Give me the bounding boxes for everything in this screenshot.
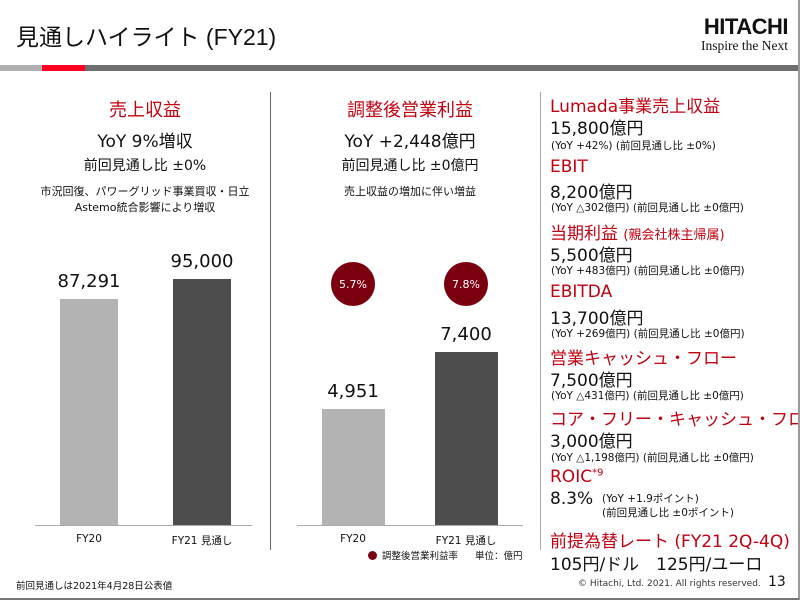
kpi-note: (YoY +483億円) (前回見通し比 ±0億円) <box>551 265 745 277</box>
kpi-value: 8,200億円 <box>550 183 633 203</box>
kpi-label: 当期利益 (親会社株主帰属) <box>550 219 725 244</box>
kpi-label: EBITDA <box>550 282 613 302</box>
revenue-vs-prev: 前回見通し比 ±0% <box>83 158 207 174</box>
footnote-marker: *9 <box>592 467 604 479</box>
kpi-value: 13,700億円 <box>550 309 644 329</box>
bar <box>321 409 385 525</box>
bar-value-label: 95,000 <box>170 251 234 272</box>
header-rule-left <box>0 65 42 71</box>
chart-baseline <box>35 525 252 526</box>
kpi-note: (YoY △431億円) (前回見通し比 ±0億円) <box>551 390 744 402</box>
margin-bubble: 5.7% <box>331 262 375 306</box>
revenue-note: 市況回復、パワーグリッド事業買収・日立 <box>40 185 250 198</box>
kpi-value: 5,500億円 <box>550 246 633 266</box>
adj-op-note: 売上収益の増加に伴い増益 <box>344 185 476 198</box>
revenue-yoy: YoY 9%増収 <box>97 132 193 152</box>
unit-label: 単位：億円 <box>475 551 523 562</box>
bar <box>434 352 498 525</box>
legend-dot-icon <box>368 550 377 560</box>
bar <box>60 298 118 525</box>
kpi-value: 3,000億円 <box>550 432 633 452</box>
adj-op-vs-prev: 前回見通し比 ±0億円 <box>341 158 479 174</box>
hitachi-logo: HITACHI <box>703 14 789 39</box>
revenue-note: Astemo統合影響により増収 <box>74 201 216 214</box>
margin-bubble: 7.8% <box>444 262 488 306</box>
kpi-note: (YoY △302億円) (前回見通し比 ±0億円) <box>551 202 744 214</box>
page-title: 見通しハイライト (FY21) <box>16 24 277 50</box>
bar-value-label: 7,400 <box>440 324 492 345</box>
category-label: FY20 <box>340 533 366 545</box>
divider <box>270 92 271 550</box>
kpi-label-main: 当期利益 <box>550 224 618 244</box>
category-label: FY21 見通し <box>435 535 497 547</box>
adj-op-heading: 調整後営業利益 <box>347 100 473 121</box>
header-rule <box>85 65 800 71</box>
bar <box>173 279 231 525</box>
kpi-value: 105円/ドル 125円/ユーロ <box>550 555 763 575</box>
kpi-value: 15,800億円 <box>550 119 644 139</box>
adj-op-yoy: YoY +2,448億円 <box>344 132 476 152</box>
legend-label: 調整後営業利益率 <box>382 551 459 562</box>
chart-baseline <box>297 525 523 526</box>
revenue-heading: 売上収益 <box>109 100 181 121</box>
divider <box>540 92 541 550</box>
kpi-label: 営業キャッシュ・フロー <box>550 349 737 369</box>
page-number: 13 <box>768 574 786 590</box>
kpi-label: EBIT <box>550 157 588 177</box>
logo-tagline: Inspire the Next <box>701 38 788 53</box>
category-label: FY21 見通し <box>171 535 233 547</box>
bar-value-label: 4,951 <box>327 381 379 403</box>
bar-value-label: 87,291 <box>57 270 121 292</box>
chart-legend: 調整後営業利益率 単位：億円 <box>368 548 523 562</box>
kpi-label-main: ROIC <box>550 467 593 487</box>
kpi-value: 8.3% <box>550 489 594 509</box>
category-label: FY20 <box>76 533 102 545</box>
kpi-note: (前回見通し比 ±0ポイント) <box>602 507 735 519</box>
kpi-label: Lumada事業売上収益 <box>550 97 721 117</box>
kpi-note: (YoY +1.9ポイント) <box>602 493 699 505</box>
footer-note: 前回見通しは2021年4月28日公表値 <box>16 581 173 592</box>
kpi-note: (YoY △1,198億円) (前回見通し比 ±0億円) <box>551 452 754 464</box>
header-rule-accent <box>42 65 85 71</box>
kpi-value: 7,500億円 <box>550 371 633 391</box>
kpi-label-sub: (親会社株主帰属) <box>623 228 725 243</box>
kpi-note: (YoY +42%) (前回見通し比 ±0%) <box>551 140 716 152</box>
copyright: © Hitachi, Ltd. 2021. All rights reserve… <box>578 579 761 589</box>
kpi-label: コア・フリー・キャッシュ・フロー <box>550 410 800 430</box>
kpi-label: ROIC*9 <box>550 467 603 487</box>
kpi-label: 前提為替レート (FY21 2Q-4Q) <box>550 532 790 552</box>
kpi-note: (YoY +269億円) (前回見通し比 ±0億円) <box>551 328 745 340</box>
